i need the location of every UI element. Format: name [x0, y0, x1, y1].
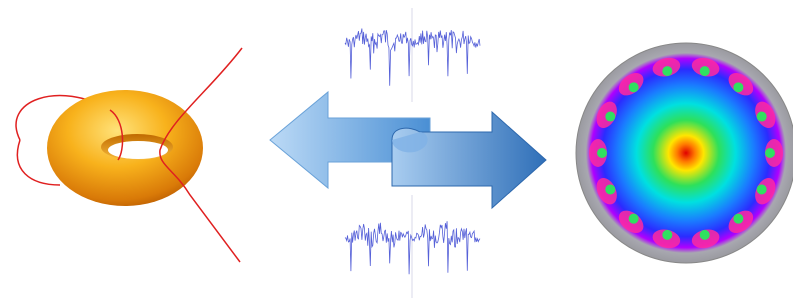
disk	[576, 43, 793, 263]
petal-core	[700, 230, 710, 240]
petal-core	[662, 230, 672, 240]
petal-core	[757, 112, 767, 122]
petal-core	[597, 148, 607, 158]
petal-core	[700, 66, 710, 76]
petal-core	[605, 184, 615, 194]
petal-core	[733, 214, 743, 224]
petal-core	[733, 82, 743, 92]
petal-core	[662, 66, 672, 76]
page: (() => { const data = JSON.parse(documen…	[0, 0, 793, 302]
signal-plot	[345, 195, 480, 298]
illustration	[0, 0, 793, 302]
petal-core	[629, 82, 639, 92]
signal-plot	[345, 8, 480, 102]
petal-core	[757, 184, 767, 194]
torus-hole-inner	[108, 141, 168, 159]
petal-core	[629, 214, 639, 224]
petal-core	[765, 148, 775, 158]
petal-core	[605, 112, 615, 122]
